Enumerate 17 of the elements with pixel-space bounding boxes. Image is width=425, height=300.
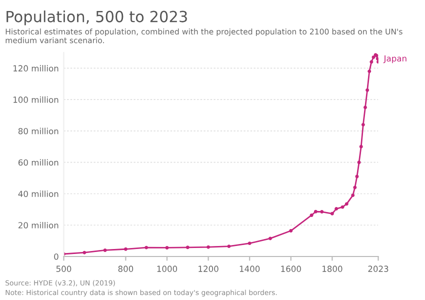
- x-tick-label: 1800: [322, 266, 342, 272]
- chart-title: Population, 500 to 2023: [6, 10, 187, 26]
- y-tick-label: 60 million: [18, 159, 58, 166]
- series-label: Japan: [383, 55, 406, 64]
- x-tick-label: 800: [118, 266, 134, 272]
- x-tick-label: 500: [56, 266, 72, 272]
- y-tick-label: 120 million: [13, 65, 58, 72]
- x-tick-label: 1000: [157, 266, 178, 272]
- y-tick-label: 100 million: [13, 96, 58, 103]
- x-tick-label: 1200: [198, 266, 218, 272]
- y-tick-label: 80 million: [18, 128, 58, 134]
- y-tick-label: 40 million: [18, 190, 58, 198]
- x-tick-label: 1600: [281, 266, 301, 272]
- y-tick-label: 20 million: [18, 222, 58, 228]
- y-tick-label: 0: [54, 253, 58, 260]
- x-tick-label: 1400: [240, 266, 260, 272]
- x-tick-label: 2023: [368, 266, 388, 272]
